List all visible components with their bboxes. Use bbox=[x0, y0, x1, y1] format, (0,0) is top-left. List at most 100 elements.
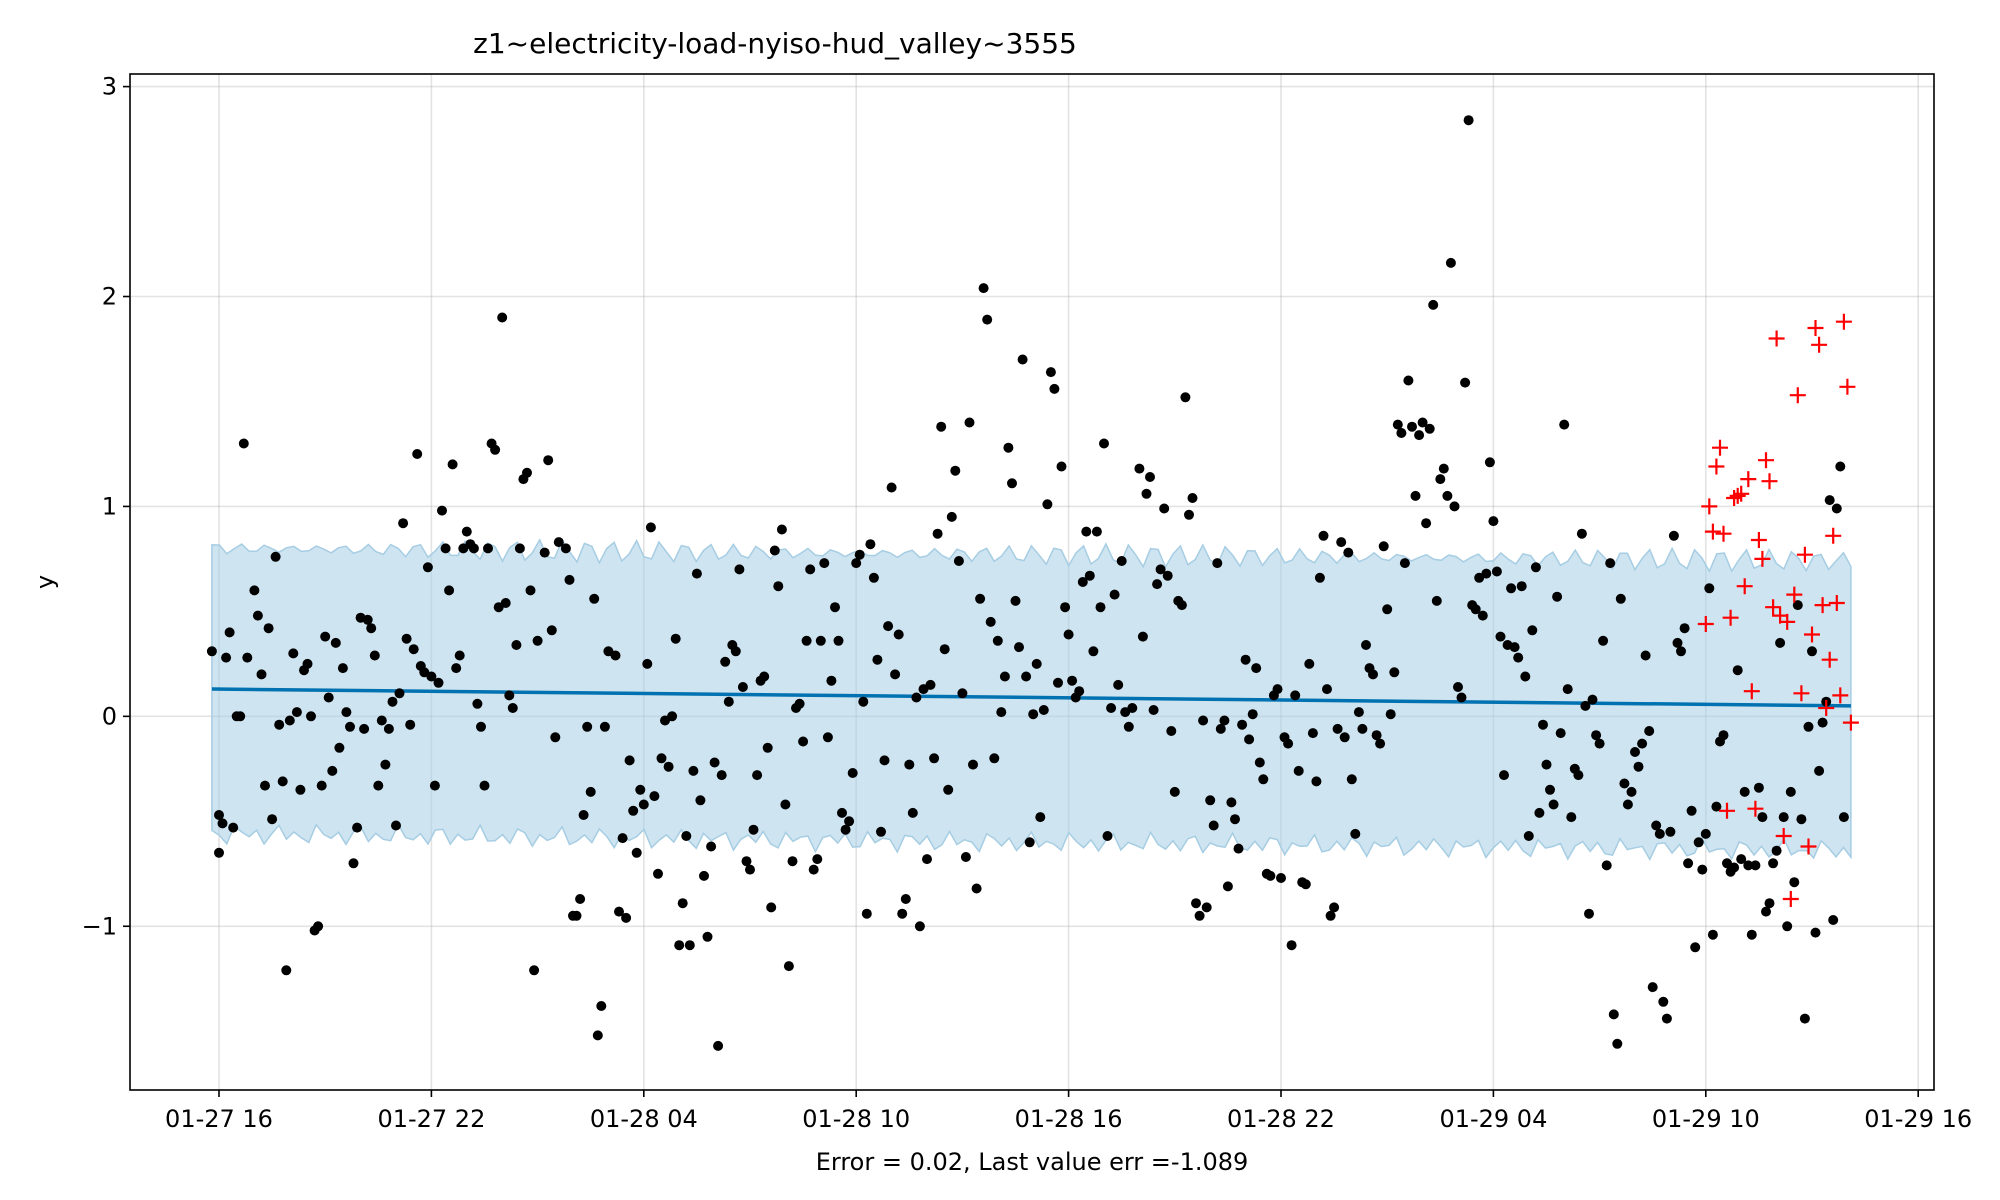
observed-point bbox=[1095, 602, 1106, 613]
observed-point bbox=[391, 820, 401, 831]
observed-point bbox=[1530, 562, 1541, 573]
observed-point bbox=[960, 852, 971, 862]
observed-point bbox=[1038, 705, 1049, 715]
observed-point bbox=[1099, 438, 1109, 449]
test-point bbox=[1736, 578, 1753, 595]
observed-point bbox=[706, 841, 717, 852]
observed-point bbox=[840, 824, 851, 835]
observed-point bbox=[1336, 537, 1347, 548]
observed-point bbox=[1198, 715, 1209, 726]
observed-point bbox=[1729, 862, 1740, 873]
observed-points-layer bbox=[206, 115, 1849, 1051]
observed-point bbox=[702, 931, 713, 942]
test-point bbox=[1754, 550, 1771, 567]
observed-point bbox=[238, 438, 249, 449]
observed-point bbox=[1074, 686, 1085, 697]
observed-point bbox=[922, 854, 932, 865]
observed-point bbox=[1137, 631, 1148, 642]
observed-point bbox=[1272, 684, 1283, 695]
y-axis-label: y bbox=[31, 575, 59, 589]
observed-point bbox=[1290, 690, 1301, 701]
test-point bbox=[1740, 471, 1757, 488]
observed-point bbox=[748, 824, 759, 835]
observed-point bbox=[741, 856, 752, 867]
observed-point bbox=[844, 816, 855, 827]
observed-point bbox=[1640, 650, 1651, 661]
y-axis-ticks: −1 0 1 2 3 bbox=[82, 73, 130, 940]
observed-point bbox=[1145, 472, 1155, 482]
observed-point bbox=[1587, 694, 1598, 705]
forecast-line bbox=[211, 687, 1851, 708]
observed-point bbox=[1456, 692, 1467, 703]
observed-point bbox=[1676, 646, 1686, 657]
observed-point bbox=[819, 558, 830, 569]
observed-point bbox=[1661, 1013, 1672, 1024]
observed-point bbox=[592, 1030, 603, 1041]
observed-point bbox=[1208, 820, 1219, 831]
observed-point bbox=[907, 807, 918, 818]
observed-point bbox=[1580, 700, 1591, 711]
observed-point bbox=[1180, 392, 1191, 403]
uncertainty-band bbox=[211, 538, 1852, 862]
observed-point bbox=[1835, 461, 1846, 472]
y-tick-label: 0 bbox=[102, 702, 117, 730]
x-tick-label: 01-28 16 bbox=[1015, 1105, 1123, 1133]
observed-point bbox=[1222, 881, 1233, 892]
observed-point bbox=[1169, 786, 1180, 797]
observed-point bbox=[1049, 383, 1060, 394]
observed-point bbox=[497, 312, 508, 323]
observed-point bbox=[500, 598, 511, 608]
observed-point bbox=[256, 669, 267, 680]
observed-point bbox=[327, 765, 338, 776]
observed-point bbox=[1693, 837, 1704, 848]
observed-point bbox=[1506, 583, 1517, 594]
observed-point bbox=[890, 669, 901, 680]
observed-point bbox=[978, 283, 989, 294]
observed-point bbox=[982, 314, 993, 325]
test-points-layer bbox=[1697, 313, 1859, 907]
observed-point bbox=[313, 921, 324, 932]
test-point bbox=[1818, 700, 1835, 716]
observed-point bbox=[897, 908, 908, 919]
observed-point bbox=[334, 742, 345, 753]
observed-point bbox=[1106, 703, 1117, 713]
observed-point bbox=[1736, 854, 1747, 865]
test-point bbox=[1779, 613, 1796, 630]
observed-point bbox=[582, 721, 593, 732]
x-tick-label: 01-28 04 bbox=[590, 1105, 698, 1133]
observed-point bbox=[851, 558, 862, 569]
observed-point bbox=[1134, 463, 1145, 474]
observed-point bbox=[1782, 921, 1793, 932]
observed-point bbox=[1552, 591, 1563, 602]
observed-point bbox=[422, 562, 433, 573]
observed-point bbox=[437, 505, 447, 516]
observed-point bbox=[1690, 942, 1701, 953]
observed-point bbox=[345, 721, 355, 732]
observed-point bbox=[1152, 579, 1163, 590]
observed-point bbox=[1584, 908, 1594, 919]
observed-point bbox=[1113, 679, 1124, 690]
observed-point bbox=[433, 677, 444, 688]
test-point bbox=[1743, 683, 1760, 700]
observed-point bbox=[1329, 902, 1340, 913]
uncertainty-interval-layer bbox=[211, 538, 1852, 862]
observed-point bbox=[1396, 428, 1407, 438]
observed-point bbox=[808, 864, 819, 875]
observed-point bbox=[1534, 807, 1545, 818]
observed-point bbox=[1091, 526, 1102, 537]
observed-point bbox=[1067, 675, 1078, 686]
observed-point bbox=[504, 690, 515, 701]
observed-point bbox=[514, 543, 525, 554]
observed-point bbox=[1594, 738, 1605, 749]
observed-point bbox=[1750, 860, 1761, 871]
observed-point bbox=[341, 707, 352, 718]
observed-point bbox=[734, 564, 745, 575]
observed-point bbox=[1240, 654, 1251, 665]
observed-point bbox=[1796, 814, 1807, 825]
observed-point bbox=[408, 644, 419, 655]
observed-point bbox=[1831, 503, 1842, 514]
observed-point bbox=[872, 654, 883, 665]
observed-point bbox=[249, 585, 260, 596]
observed-point bbox=[667, 711, 678, 722]
test-point bbox=[1814, 597, 1831, 614]
